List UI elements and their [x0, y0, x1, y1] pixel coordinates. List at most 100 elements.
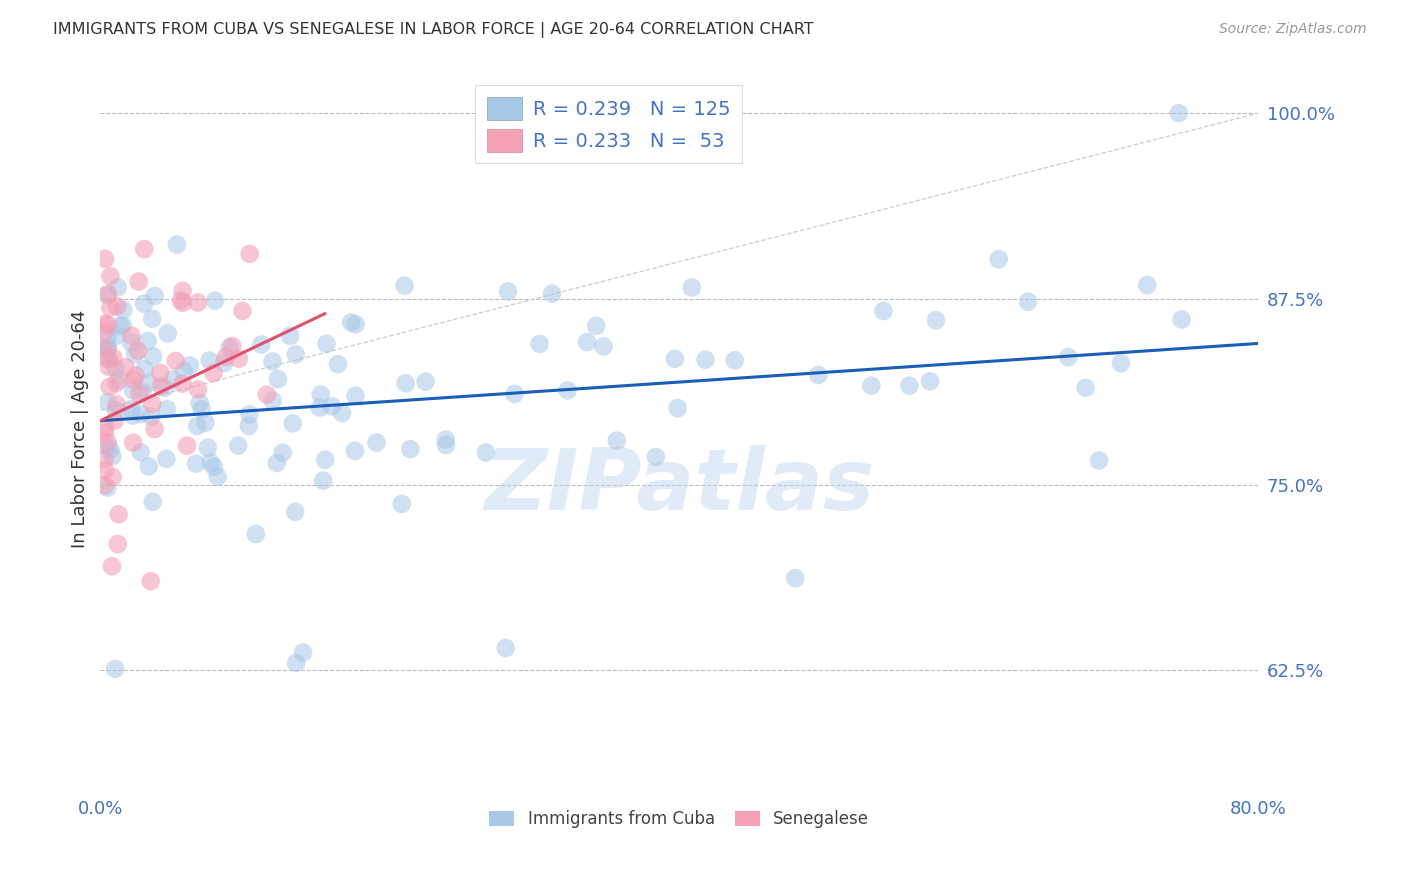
- Point: [184, 457, 207, 471]
- Point: [97, 342, 120, 356]
- Point: [256, 387, 278, 401]
- Point: [239, 247, 262, 261]
- Point: [93, 463, 115, 477]
- Point: [557, 384, 579, 398]
- Point: [105, 328, 128, 343]
- Point: [214, 350, 236, 364]
- Point: [391, 497, 413, 511]
- Point: [666, 401, 689, 416]
- Point: [104, 662, 127, 676]
- Point: [197, 441, 219, 455]
- Point: [134, 242, 156, 256]
- Point: [124, 347, 146, 361]
- Point: [284, 505, 307, 519]
- Point: [114, 360, 136, 375]
- Text: Source: ZipAtlas.com: Source: ZipAtlas.com: [1219, 22, 1367, 37]
- Point: [97, 288, 120, 302]
- Point: [101, 449, 124, 463]
- Point: [156, 402, 179, 417]
- Point: [105, 376, 128, 390]
- Point: [100, 269, 122, 284]
- Point: [309, 387, 332, 401]
- Point: [170, 293, 193, 308]
- Point: [107, 537, 129, 551]
- Point: [122, 435, 145, 450]
- Point: [93, 425, 115, 440]
- Point: [105, 299, 128, 313]
- Point: [860, 378, 883, 392]
- Point: [104, 403, 127, 417]
- Point: [149, 366, 172, 380]
- Point: [93, 325, 115, 339]
- Point: [120, 402, 142, 417]
- Point: [107, 508, 129, 522]
- Point: [262, 393, 284, 408]
- Point: [312, 474, 335, 488]
- Point: [314, 452, 336, 467]
- Point: [925, 313, 948, 327]
- Point: [97, 286, 120, 301]
- Point: [541, 286, 564, 301]
- Point: [1017, 294, 1039, 309]
- Point: [105, 397, 128, 411]
- Point: [340, 315, 363, 329]
- Point: [172, 284, 194, 298]
- Point: [156, 326, 179, 341]
- Point: [326, 357, 349, 371]
- Point: [281, 417, 304, 431]
- Point: [97, 481, 120, 495]
- Point: [166, 237, 188, 252]
- Point: [285, 656, 308, 670]
- Point: [93, 452, 115, 467]
- Point: [681, 280, 703, 294]
- Point: [141, 311, 163, 326]
- Point: [575, 334, 598, 349]
- Point: [202, 366, 225, 380]
- Point: [344, 389, 367, 403]
- Point: [107, 280, 129, 294]
- Point: [94, 252, 117, 266]
- Point: [529, 337, 551, 351]
- Point: [186, 419, 208, 434]
- Point: [104, 361, 127, 376]
- Point: [202, 459, 225, 474]
- Point: [1167, 106, 1189, 120]
- Point: [122, 384, 145, 398]
- Point: [218, 340, 240, 354]
- Point: [399, 442, 422, 456]
- Point: [434, 433, 457, 447]
- Point: [785, 571, 807, 585]
- Point: [207, 470, 229, 484]
- Point: [94, 421, 117, 435]
- Point: [97, 395, 120, 409]
- Point: [898, 378, 921, 392]
- Point: [172, 376, 194, 391]
- Point: [987, 252, 1010, 267]
- Point: [278, 329, 301, 343]
- Point: [128, 387, 150, 401]
- Point: [266, 456, 288, 470]
- Point: [343, 444, 366, 458]
- Point: [122, 409, 145, 423]
- Point: [97, 330, 120, 344]
- Point: [98, 301, 121, 315]
- Point: [143, 289, 166, 303]
- Point: [228, 351, 250, 366]
- Point: [1109, 356, 1132, 370]
- Point: [267, 372, 290, 386]
- Point: [231, 304, 253, 318]
- Point: [415, 375, 437, 389]
- Point: [142, 495, 165, 509]
- Point: [132, 296, 155, 310]
- Point: [97, 440, 120, 454]
- Point: [308, 401, 330, 415]
- Point: [155, 451, 177, 466]
- Point: [495, 641, 517, 656]
- Point: [127, 343, 149, 358]
- Point: [194, 416, 217, 430]
- Point: [918, 375, 941, 389]
- Point: [97, 318, 120, 332]
- Point: [366, 435, 388, 450]
- Text: IMMIGRANTS FROM CUBA VS SENEGALESE IN LABOR FORCE | AGE 20-64 CORRELATION CHART: IMMIGRANTS FROM CUBA VS SENEGALESE IN LA…: [53, 22, 814, 38]
- Point: [724, 353, 747, 368]
